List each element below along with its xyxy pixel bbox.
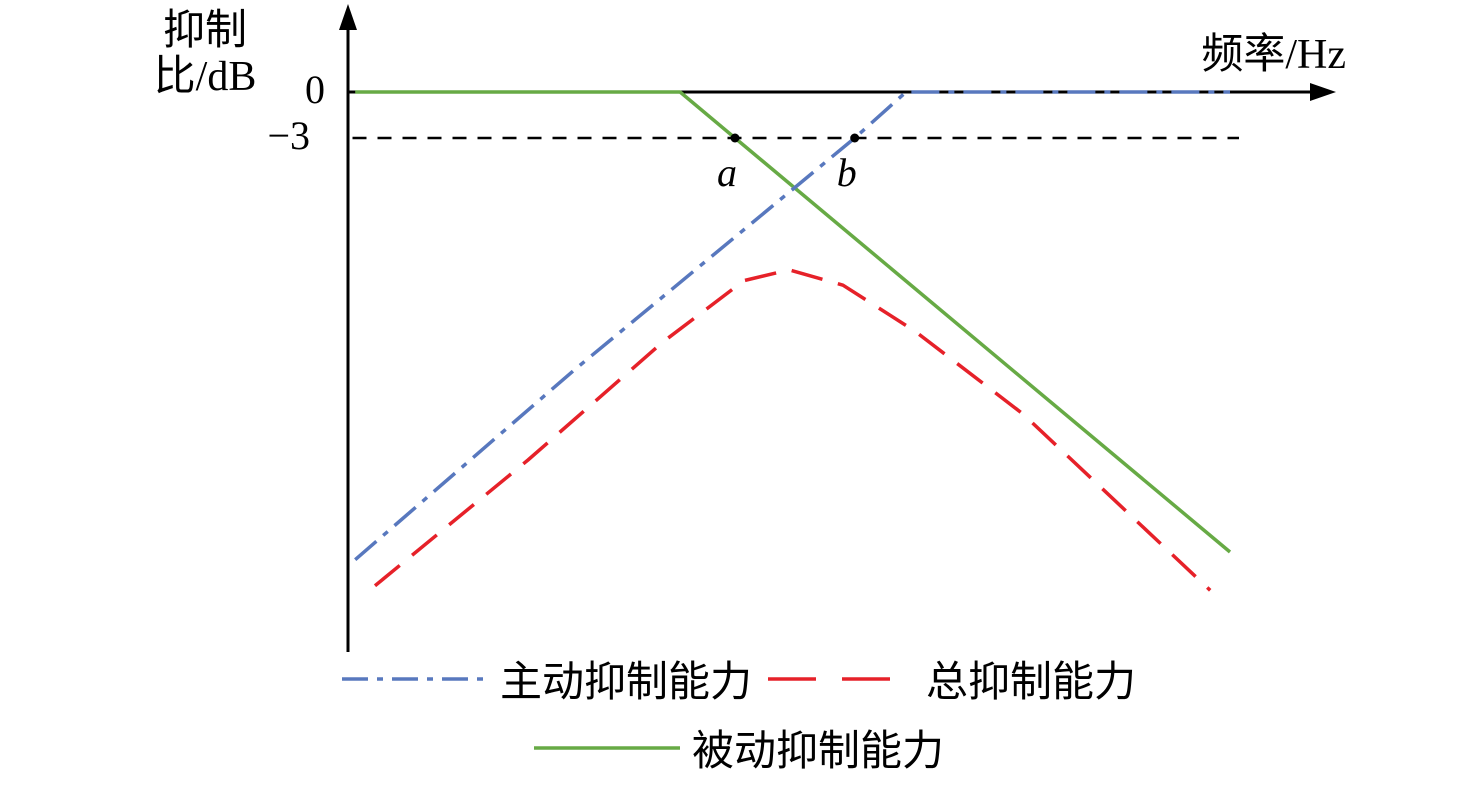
- x-axis-arrow-icon: [1310, 83, 1336, 101]
- legend-label-total: 总抑制能力: [926, 660, 1137, 706]
- legend-item-total: 总抑制能力: [766, 648, 1136, 709]
- legend-item-active: 主动抑制能力: [340, 648, 752, 709]
- legend-row-2: 被动抑制能力: [532, 717, 944, 778]
- y-axis-label: 抑制 比/dB: [130, 8, 280, 100]
- legend-label-passive: 被动抑制能力: [691, 729, 944, 775]
- legend: 主动抑制能力 总抑制能力 被动抑制能力: [0, 648, 1476, 778]
- series-line-被动抑制能力: [355, 90, 1232, 554]
- x-axis-label: 频率/Hz: [1201, 32, 1346, 78]
- point-marker-a: [730, 133, 740, 143]
- series-line-总抑制能力: [373, 268, 1212, 592]
- y-tick-minus3: −3: [267, 113, 310, 158]
- y-axis-arrow-icon: [339, 4, 357, 30]
- y-axis-label-line1: 抑制: [162, 8, 247, 54]
- legend-item-passive: 被动抑制能力: [532, 717, 944, 778]
- solid-line-sample-icon: [533, 745, 680, 750]
- legend-row-1: 主动抑制能力 总抑制能力: [340, 648, 1136, 709]
- point-marker-b: [850, 133, 860, 143]
- point-label-b: b: [837, 150, 857, 195]
- dashed-line-sample-icon: [768, 676, 914, 681]
- point-label-a: a: [717, 150, 737, 195]
- dashdot-line-sample-icon: [341, 676, 488, 681]
- y-axis-label-line2: 比/dB: [153, 54, 257, 101]
- legend-label-active: 主动抑制能力: [499, 660, 752, 706]
- y-tick-0: 0: [305, 67, 325, 112]
- series-line-主动抑制能力: [354, 90, 1230, 561]
